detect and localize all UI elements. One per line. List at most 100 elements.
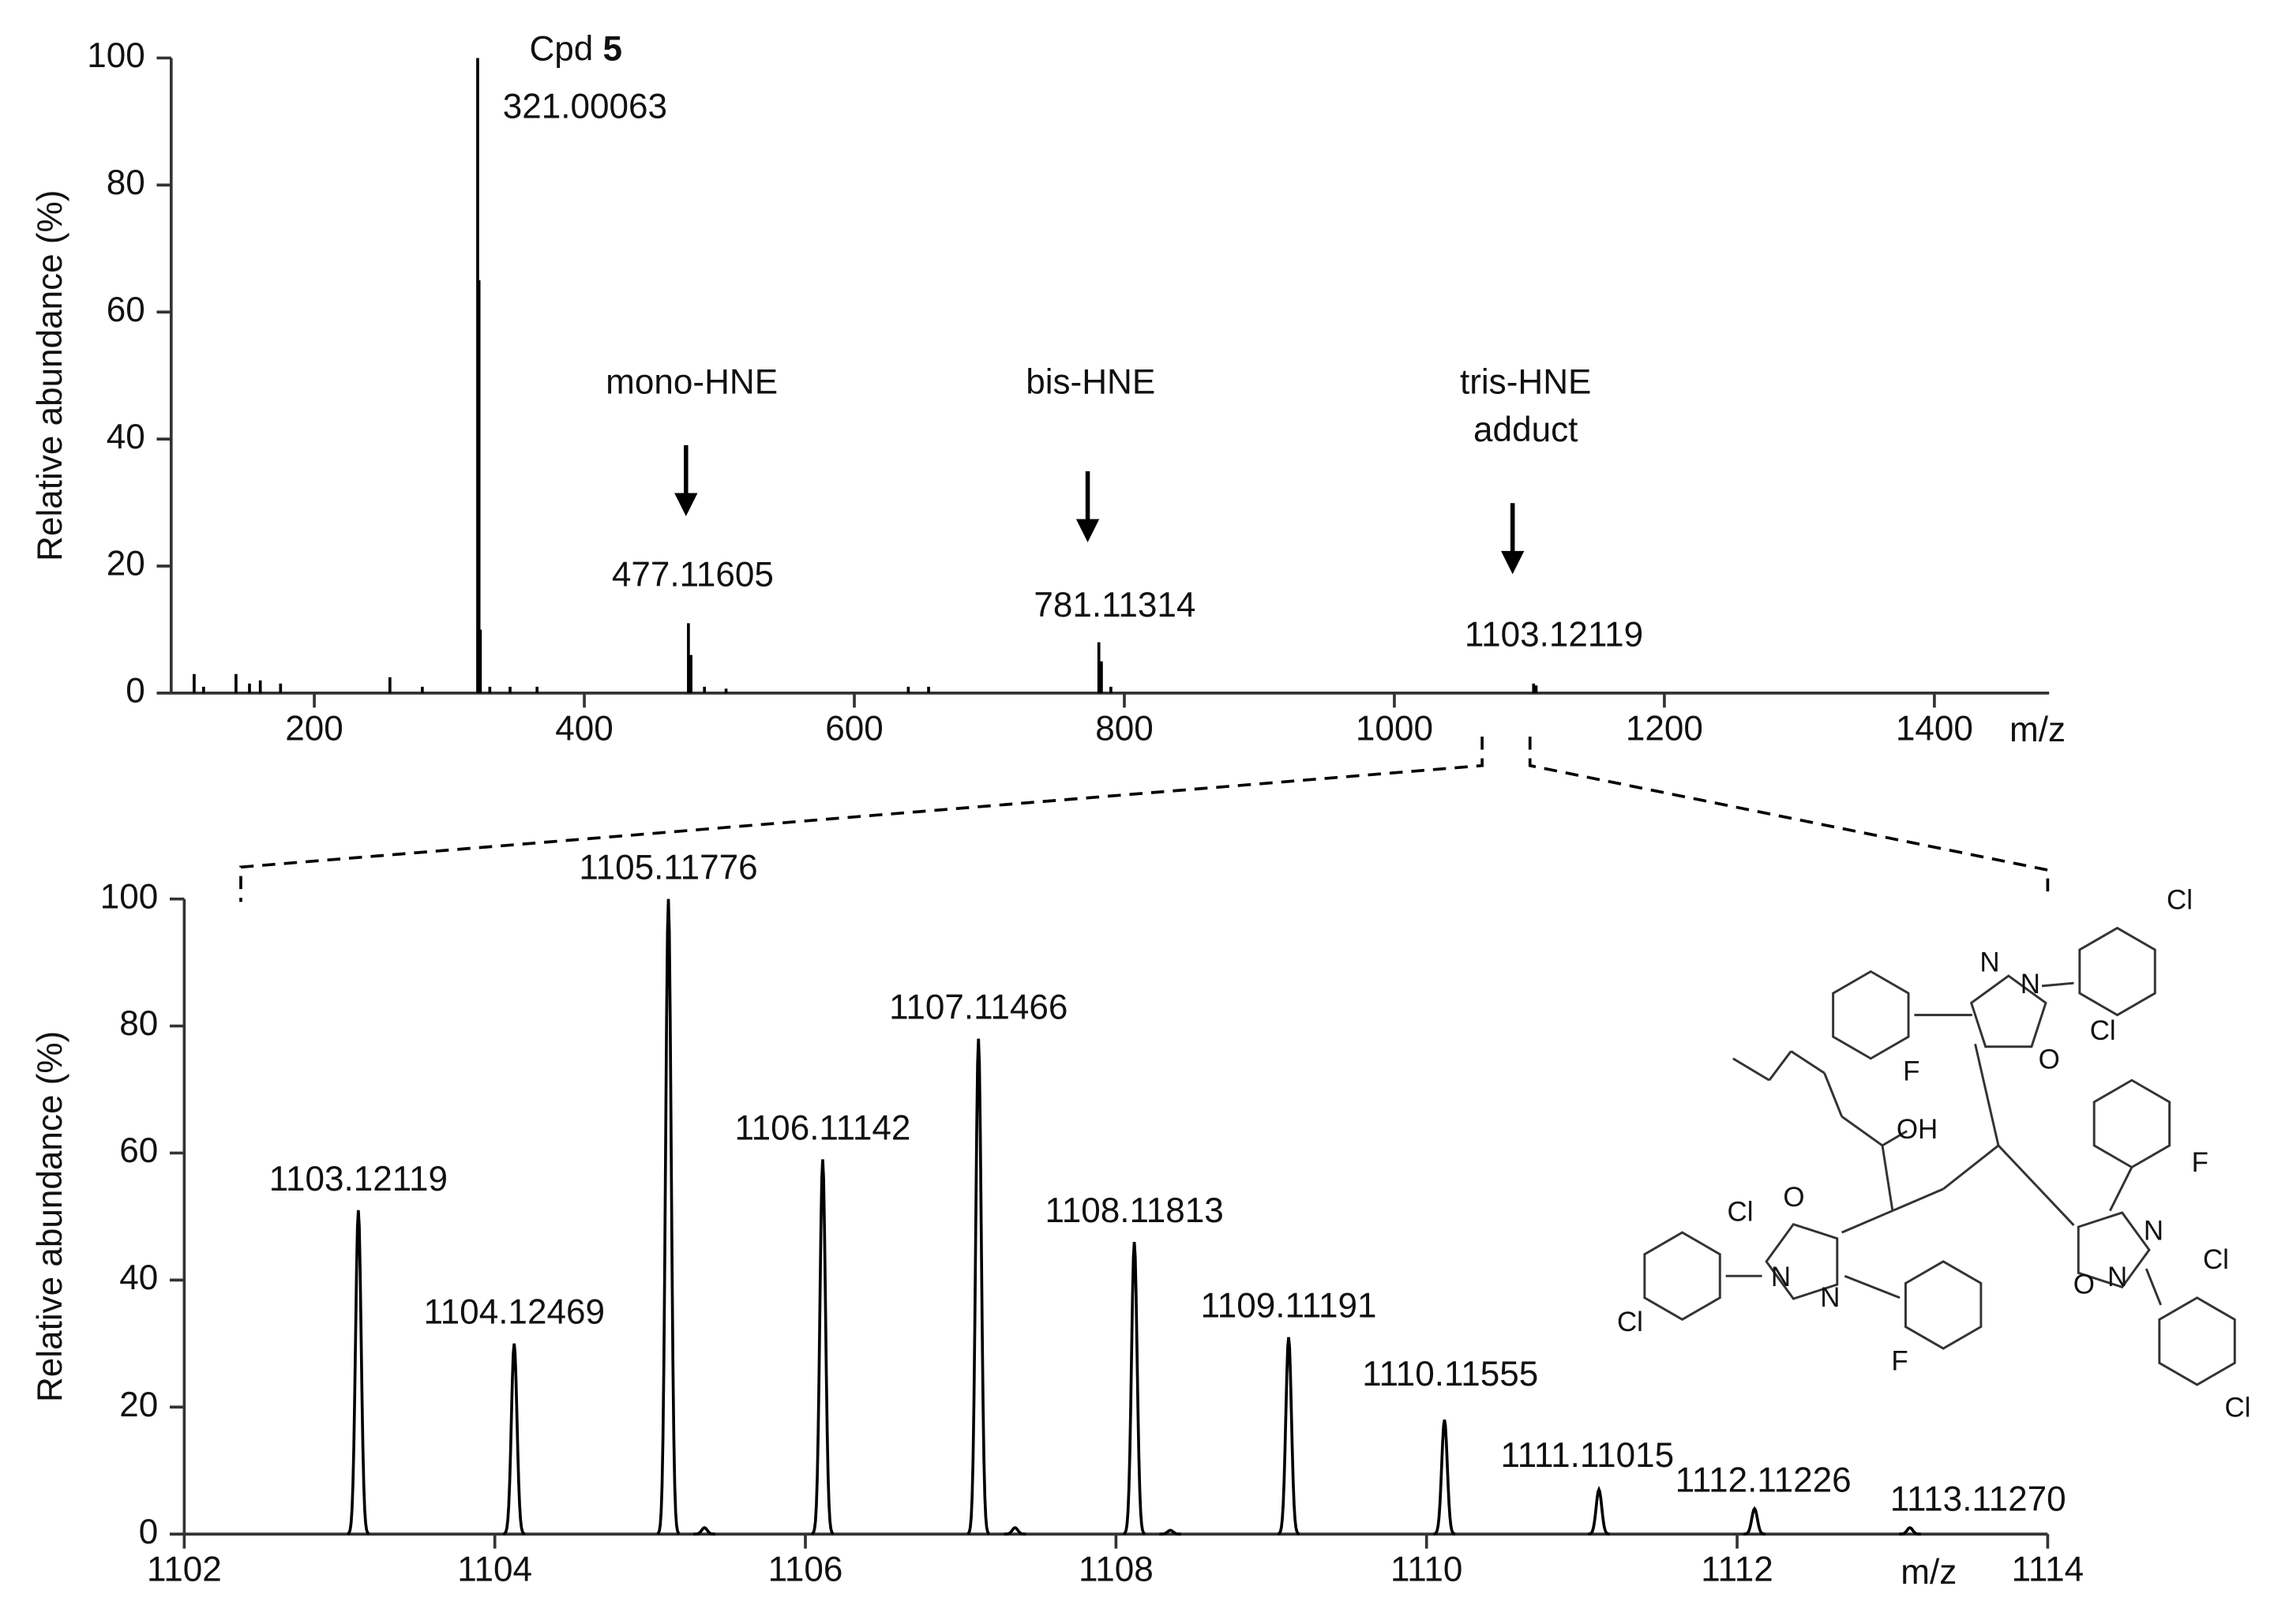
annotation: adduct [1473, 411, 1578, 449]
bond [1892, 1187, 1944, 1212]
x-tick-label: 1400 [1896, 709, 1973, 748]
peak-label: 1103.12119 [269, 1160, 448, 1198]
bond [1997, 1144, 2075, 1226]
peak [693, 1526, 715, 1536]
zoom-bracket [1528, 736, 2050, 899]
peak-label: 781.11314 [1034, 586, 1195, 624]
atom-label: N [1820, 1282, 1840, 1313]
bond [1882, 1130, 1908, 1147]
peak-label: 1106.11142 [734, 1108, 910, 1147]
peak-label: 1108.11813 [1045, 1191, 1223, 1230]
y-tick-label: 20 [107, 545, 145, 583]
bond [1790, 1050, 1826, 1075]
atom-label: F [1891, 1346, 1908, 1377]
peak [1899, 1526, 1921, 1536]
bond [1942, 1144, 1999, 1191]
atom-label: N [1771, 1262, 1791, 1292]
atom-label: OH [1897, 1114, 1938, 1145]
x-tick-label: 1110 [1390, 1551, 1462, 1589]
atom-label: N [2107, 1262, 2127, 1292]
peak [656, 898, 681, 1536]
peak [811, 1159, 835, 1536]
peak-label: 1103.12119 [1465, 616, 1643, 654]
x-axis-title: m/z [2009, 711, 2066, 749]
ring [2092, 1078, 2171, 1169]
y-tick-label: 80 [107, 163, 145, 202]
bond [2041, 981, 2074, 988]
peak [1004, 1526, 1026, 1536]
atom-label: N [1979, 947, 1999, 978]
bond [1881, 1145, 1894, 1211]
peak [1123, 1241, 1146, 1536]
peak-label: 477.11605 [612, 555, 774, 594]
y-tick-label: 20 [119, 1386, 158, 1424]
atom-label: F [1903, 1056, 1919, 1086]
peak-label: 1111.11015 [1500, 1436, 1674, 1475]
peak [347, 1210, 370, 1536]
x-tick-label: 1000 [1356, 709, 1433, 748]
x-axis-title: m/z [1901, 1553, 1957, 1592]
x-tick-label: 400 [555, 709, 614, 748]
ring [2077, 1211, 2151, 1289]
peak [1588, 1485, 1610, 1536]
peak-label: 1104.12469 [423, 1293, 605, 1332]
annotation: bis-HNE [1026, 362, 1155, 401]
atom-label: Cl [2203, 1244, 2229, 1275]
y-tick-label: 100 [87, 36, 145, 75]
atom-label: Cl [2225, 1392, 2251, 1423]
y-axis-title: Relative abundance (%) [31, 1031, 69, 1402]
compound-label: Cpd [529, 29, 593, 68]
peak-label: 1113.11270 [1890, 1480, 2066, 1519]
y-tick-label: 40 [107, 418, 145, 456]
ring [2078, 926, 2156, 1017]
x-tick-label: 1108 [1079, 1551, 1154, 1589]
atom-label: Cl [1617, 1307, 1643, 1337]
x-tick-label: 1102 [147, 1551, 222, 1589]
peak-label: 1112.11226 [1675, 1461, 1852, 1500]
y-tick-label: 60 [107, 291, 145, 329]
atom-label: N [2021, 969, 2040, 1000]
ring [1643, 1231, 1721, 1322]
peak [1277, 1337, 1300, 1536]
peak [966, 1038, 991, 1536]
compound-number: 5 [603, 29, 623, 68]
atom-label: Cl [2167, 885, 2193, 916]
x-tick-label: 1200 [1626, 709, 1703, 748]
x-tick-label: 1114 [2012, 1551, 2084, 1589]
y-tick-label: 80 [119, 1004, 158, 1043]
x-tick-label: 1112 [1701, 1551, 1773, 1589]
peak [1433, 1420, 1456, 1536]
y-axis-title: Relative abundance (%) [31, 190, 69, 561]
peak-label: 1110.11555 [1362, 1355, 1538, 1393]
peak [1159, 1528, 1181, 1536]
atom-label: O [2039, 1045, 2060, 1075]
annotation: mono-HNE [606, 362, 778, 401]
ring [2158, 1296, 2236, 1386]
x-tick-label: 200 [285, 709, 343, 748]
atom-label: N [2144, 1215, 2163, 1246]
peak-label: 1107.11466 [889, 988, 1068, 1027]
bond [1823, 1072, 1843, 1117]
peak-label: 321.00063 [503, 87, 667, 126]
bond [2145, 1268, 2163, 1306]
zoom-bracket [239, 736, 1484, 902]
x-tick-label: 1106 [768, 1551, 843, 1589]
bond [2109, 1166, 2133, 1212]
arrows [674, 444, 1525, 575]
bond [1841, 1115, 1883, 1147]
ring [1832, 970, 1910, 1060]
y-tick-label: 60 [119, 1131, 158, 1170]
x-tick-label: 800 [1095, 709, 1154, 748]
x-tick-label: 600 [825, 709, 884, 748]
atom-label: Cl [2090, 1015, 2116, 1046]
atom-label: O [1783, 1182, 1804, 1213]
ring [1969, 974, 2047, 1048]
bond [1974, 1044, 2000, 1146]
peak-label: 1105.11776 [579, 849, 757, 887]
y-tick-label: 0 [126, 672, 145, 711]
annotation: tris-HNE [1460, 362, 1591, 401]
y-tick-label: 40 [119, 1258, 158, 1297]
atom-label: Cl [1728, 1196, 1754, 1227]
bond [1768, 1050, 1792, 1082]
